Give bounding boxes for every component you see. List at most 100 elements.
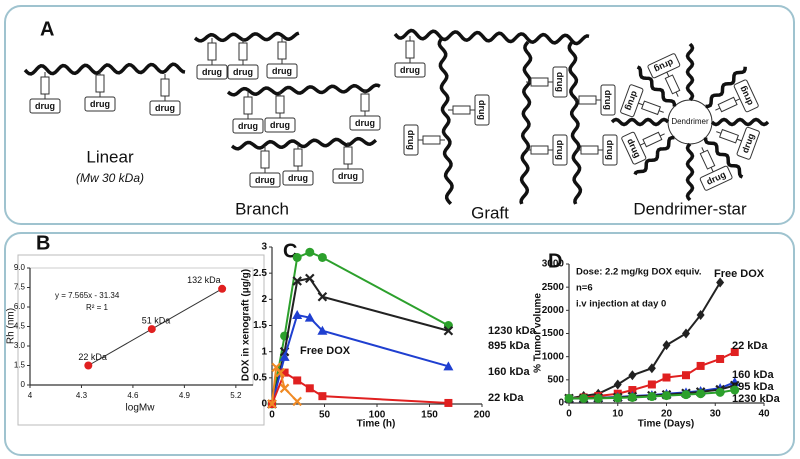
y-tick-label: 2500 bbox=[542, 282, 565, 293]
marker bbox=[647, 392, 657, 402]
marker bbox=[317, 291, 328, 302]
y-tick-label: 2.5 bbox=[253, 268, 267, 279]
panel-label: A bbox=[40, 18, 54, 40]
marker bbox=[613, 379, 622, 390]
x-tick-label: 0 bbox=[269, 410, 275, 421]
point bbox=[147, 325, 156, 334]
marker bbox=[305, 273, 315, 284]
polymer-chain bbox=[567, 40, 583, 205]
drug-box bbox=[394, 62, 426, 78]
drug-box bbox=[736, 126, 760, 160]
drug-pendant: drug bbox=[403, 124, 445, 156]
drug-pendant: drug bbox=[282, 144, 314, 186]
linker-block bbox=[360, 93, 370, 112]
drug-box bbox=[647, 53, 681, 79]
marker bbox=[682, 328, 690, 339]
x-tick-label: 10 bbox=[612, 409, 624, 420]
drug-box bbox=[620, 84, 644, 118]
y-tick-label: 4.5 bbox=[14, 322, 26, 331]
polymer-chain bbox=[710, 117, 770, 127]
series-label: 1230 kDa bbox=[732, 393, 781, 405]
y-tick-label: 1 bbox=[261, 346, 267, 357]
y-tick-label: 3.0 bbox=[14, 341, 26, 350]
point bbox=[84, 361, 93, 370]
linker bbox=[710, 167, 714, 173]
marker bbox=[293, 376, 302, 385]
y-tick-label: 1.5 bbox=[14, 361, 26, 370]
caption: Linear bbox=[86, 147, 134, 166]
marker bbox=[443, 325, 454, 336]
annotation: R² = 1 bbox=[86, 303, 109, 312]
drug-pendant: drug bbox=[249, 146, 281, 188]
linker-block bbox=[405, 40, 415, 59]
linker bbox=[659, 133, 665, 137]
y-axis-label: DOX in xenograft (μg/g) bbox=[241, 269, 252, 381]
marker bbox=[304, 312, 315, 322]
drug-label: drug bbox=[155, 103, 175, 113]
marker bbox=[317, 252, 327, 262]
marker bbox=[716, 277, 725, 288]
drug-box bbox=[264, 117, 296, 133]
drug-label: drug bbox=[605, 140, 615, 160]
marker bbox=[681, 390, 691, 400]
drug-box bbox=[29, 98, 61, 114]
drug-box bbox=[349, 115, 381, 131]
drug-pendant: drug bbox=[716, 126, 760, 160]
marker bbox=[696, 389, 706, 399]
drug-pendant: drug bbox=[332, 142, 364, 184]
drug-pendant: drug bbox=[349, 89, 381, 131]
y-tick-label: 500 bbox=[547, 374, 564, 385]
marker bbox=[305, 384, 314, 393]
drug-label: drug bbox=[238, 121, 258, 131]
linker-block bbox=[580, 145, 599, 155]
marker bbox=[682, 371, 690, 380]
y-tick-label: 0 bbox=[558, 398, 564, 409]
linker bbox=[736, 138, 742, 142]
y-tick-label: 7.5 bbox=[14, 283, 26, 292]
marker bbox=[292, 252, 302, 262]
linker bbox=[658, 110, 664, 113]
x-tick-label: 200 bbox=[474, 410, 491, 421]
linker-block bbox=[530, 145, 549, 155]
marker bbox=[443, 361, 454, 371]
marker bbox=[696, 309, 705, 320]
linker-block bbox=[530, 77, 549, 87]
marker bbox=[318, 392, 327, 401]
drug-box bbox=[232, 118, 264, 134]
linker-block bbox=[40, 76, 50, 95]
y-tick-label: 9.0 bbox=[14, 263, 26, 272]
caption: Graft bbox=[471, 203, 509, 222]
drug-pendant: drug bbox=[149, 74, 181, 116]
drug-box bbox=[149, 100, 181, 116]
drug-label: drug bbox=[555, 72, 565, 92]
marker bbox=[613, 393, 623, 403]
annotation: i.v injection at day 0 bbox=[576, 299, 666, 310]
linker-block bbox=[238, 42, 248, 61]
x-tick-label: 4.6 bbox=[127, 391, 139, 400]
polymer-chain bbox=[703, 137, 744, 179]
x-tick-label: 0 bbox=[566, 409, 572, 420]
polymer-chain bbox=[226, 83, 381, 97]
marker bbox=[628, 370, 637, 381]
caption-note: (Mw 30 kDa) bbox=[76, 171, 144, 185]
drug-box bbox=[552, 134, 568, 166]
chart-frame bbox=[17, 254, 265, 426]
x-tick-label: 100 bbox=[369, 410, 386, 421]
series-line bbox=[271, 251, 449, 405]
y-tick-label: 6.0 bbox=[14, 302, 26, 311]
drug-box bbox=[266, 63, 298, 79]
y-tick-label: 3000 bbox=[542, 259, 565, 270]
drug-pendant: drug bbox=[196, 38, 228, 80]
marker bbox=[593, 393, 603, 403]
marker bbox=[292, 310, 303, 320]
marker bbox=[730, 385, 740, 395]
polymer-chain bbox=[193, 31, 300, 43]
marker bbox=[317, 325, 328, 335]
drug-pendant: drug bbox=[266, 37, 298, 79]
drug-label: drug bbox=[603, 90, 613, 110]
drug-label: drug bbox=[406, 130, 416, 150]
annotation: y = 7.565x - 31.34 bbox=[55, 291, 120, 300]
series-label: 1230 kDa bbox=[488, 325, 537, 337]
marker bbox=[275, 367, 286, 378]
